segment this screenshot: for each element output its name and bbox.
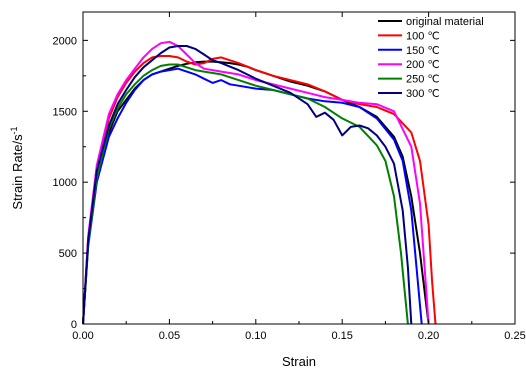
series-line-3 bbox=[82, 40, 430, 325]
y-axis-title-superscript: -1 bbox=[9, 126, 19, 134]
x-tick-label: 0.00 bbox=[72, 330, 93, 342]
x-tick-label: 0.20 bbox=[418, 330, 439, 342]
legend-label: 150 ℃ bbox=[406, 45, 440, 57]
y-tick-label: 2000 bbox=[53, 35, 77, 47]
y-tick-label: 1000 bbox=[53, 177, 77, 189]
y-axis-title: Strain Rate/s-1 bbox=[9, 126, 25, 209]
x-tick-label: 0.25 bbox=[504, 330, 525, 342]
series-line-4 bbox=[82, 63, 409, 325]
legend-label: 100 ℃ bbox=[406, 30, 440, 42]
legend-label: 300 ℃ bbox=[406, 88, 440, 100]
y-axis-title-main: Strain Rate/s bbox=[10, 134, 25, 210]
y-tick-label: 0 bbox=[71, 319, 77, 331]
legend-label: 250 ℃ bbox=[406, 74, 440, 86]
series-line-2 bbox=[82, 67, 423, 325]
plot-frame bbox=[82, 11, 516, 325]
legend: original material 100 ℃ 150 ℃ 200 ℃ 250 ℃ 300… bbox=[378, 16, 484, 100]
x-tick-label: 0.15 bbox=[331, 330, 352, 342]
x-tick-label: 0.10 bbox=[245, 330, 266, 342]
series-line-0 bbox=[82, 60, 430, 325]
plot-area bbox=[82, 40, 437, 325]
y-tick-label: 500 bbox=[59, 248, 77, 260]
legend-label: 200 ℃ bbox=[406, 59, 440, 71]
axis-ticks: 0.00 0.05 0.10 0.15 0.20 0.25 0 500 1000 1500 2000 bbox=[53, 12, 526, 342]
x-tick-label: 0.05 bbox=[159, 330, 180, 342]
y-tick-label: 1500 bbox=[53, 106, 77, 118]
series-line-5 bbox=[82, 45, 413, 325]
legend-label: original material bbox=[406, 16, 484, 28]
series-line-1 bbox=[82, 55, 437, 325]
x-axis-title: Strain bbox=[282, 354, 316, 369]
